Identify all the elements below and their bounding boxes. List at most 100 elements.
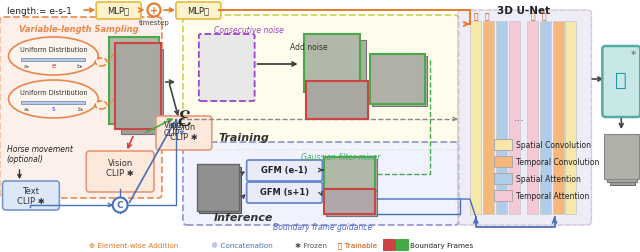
Text: GFM (s+1): GFM (s+1): [260, 188, 309, 197]
Text: (optional): (optional): [6, 155, 44, 164]
FancyBboxPatch shape: [458, 11, 591, 225]
Text: Vision: Vision: [108, 158, 132, 167]
Text: CLIP: CLIP: [164, 128, 180, 137]
Text: ...: ...: [514, 113, 525, 122]
Bar: [396, 239, 408, 250]
Text: Training: Training: [219, 133, 269, 142]
Bar: [121, 50, 163, 135]
Bar: [109, 38, 159, 124]
Text: s: s: [52, 106, 55, 112]
FancyBboxPatch shape: [156, 116, 212, 150]
Text: Consecutive noise: Consecutive noise: [214, 25, 284, 34]
Bar: [493, 190, 512, 201]
Text: 🔥: 🔥: [484, 12, 489, 21]
Text: MLP🔥: MLP🔥: [107, 7, 129, 15]
FancyBboxPatch shape: [0, 18, 162, 198]
Text: Add noise: Add noise: [291, 42, 328, 51]
Bar: [22, 59, 85, 62]
Text: +: +: [150, 6, 158, 16]
Text: MLP🔥: MLP🔥: [187, 7, 209, 15]
Bar: [566, 22, 577, 214]
Text: Horse movement: Horse movement: [6, 145, 72, 154]
Text: ® Concatenation: ® Concatenation: [211, 242, 273, 248]
Text: Gaussian filter mixer: Gaussian filter mixer: [301, 152, 380, 161]
FancyBboxPatch shape: [183, 16, 459, 150]
Text: Inference: Inference: [214, 212, 273, 222]
Text: length:= e-s-1: length:= e-s-1: [6, 7, 72, 15]
Text: Vision: Vision: [164, 120, 187, 129]
FancyBboxPatch shape: [246, 160, 323, 181]
Text: Variable-length Sampling: Variable-length Sampling: [19, 24, 139, 33]
Bar: [197, 164, 239, 211]
Bar: [383, 239, 395, 250]
Bar: [370, 55, 425, 105]
Text: Temporal Attention: Temporal Attention: [516, 191, 589, 200]
Ellipse shape: [95, 102, 107, 110]
FancyBboxPatch shape: [602, 47, 640, 117]
Bar: [307, 82, 368, 119]
FancyBboxPatch shape: [458, 11, 591, 225]
Text: e: e: [51, 63, 56, 69]
Text: GFM (e-1): GFM (e-1): [261, 166, 308, 175]
Bar: [527, 22, 538, 214]
Bar: [199, 167, 241, 213]
Bar: [496, 22, 507, 214]
Bar: [206, 42, 248, 94]
Text: 🔥 Trainable: 🔥 Trainable: [339, 242, 378, 248]
Bar: [326, 191, 377, 216]
Bar: [493, 139, 512, 150]
Text: timestep: timestep: [139, 20, 170, 26]
Text: Boundary Frames: Boundary Frames: [410, 242, 474, 248]
Ellipse shape: [8, 38, 98, 76]
Bar: [372, 57, 427, 107]
Text: ℰ: ℰ: [176, 110, 191, 130]
Bar: [493, 173, 512, 184]
Ellipse shape: [8, 81, 98, 118]
Text: Text: Text: [22, 187, 39, 196]
Bar: [204, 40, 250, 97]
Text: bₛ: bₛ: [77, 106, 83, 111]
Text: Temporal Convolution: Temporal Convolution: [516, 158, 599, 166]
Text: 🔥: 🔥: [474, 12, 478, 21]
Bar: [22, 102, 85, 105]
Circle shape: [147, 5, 161, 17]
Bar: [209, 45, 251, 98]
Text: Uniform Distribution: Uniform Distribution: [20, 47, 87, 53]
Text: ✱: ✱: [630, 50, 636, 55]
Text: bₑ: bₑ: [77, 63, 83, 68]
Text: ⊕ Element-wise Addition: ⊕ Element-wise Addition: [89, 242, 179, 248]
Bar: [540, 22, 550, 214]
Bar: [324, 189, 375, 214]
FancyBboxPatch shape: [246, 182, 323, 203]
Bar: [470, 22, 481, 214]
Bar: [483, 22, 493, 214]
FancyBboxPatch shape: [183, 142, 459, 225]
Bar: [310, 41, 366, 99]
Text: Boundary frame guidance: Boundary frame guidance: [273, 223, 372, 232]
Text: ✱: ✱: [179, 130, 185, 136]
Circle shape: [113, 198, 127, 213]
Bar: [509, 22, 520, 214]
Text: Uniform Distribution: Uniform Distribution: [20, 90, 87, 96]
Text: Spatial Attention: Spatial Attention: [516, 174, 580, 183]
FancyBboxPatch shape: [96, 3, 141, 20]
Bar: [493, 156, 512, 167]
Text: aₛ: aₛ: [24, 106, 29, 111]
Text: CLIP ✱: CLIP ✱: [17, 196, 44, 205]
FancyBboxPatch shape: [3, 181, 60, 210]
Bar: [604, 135, 639, 179]
Text: Spatial Convolution: Spatial Convolution: [516, 140, 591, 149]
Text: aₑ: aₑ: [24, 63, 30, 68]
Text: CLIP ✱: CLIP ✱: [170, 132, 198, 141]
FancyBboxPatch shape: [176, 3, 221, 20]
Text: 3D U-Net: 3D U-Net: [497, 6, 550, 16]
Ellipse shape: [95, 59, 107, 67]
Text: 🔥: 🔥: [531, 12, 535, 21]
Bar: [611, 140, 636, 185]
FancyBboxPatch shape: [86, 151, 154, 192]
FancyBboxPatch shape: [199, 35, 255, 102]
Bar: [607, 137, 637, 182]
Text: 𝒟: 𝒟: [616, 70, 627, 89]
Text: CLIP ✱: CLIP ✱: [106, 168, 134, 177]
Text: C: C: [117, 201, 124, 210]
